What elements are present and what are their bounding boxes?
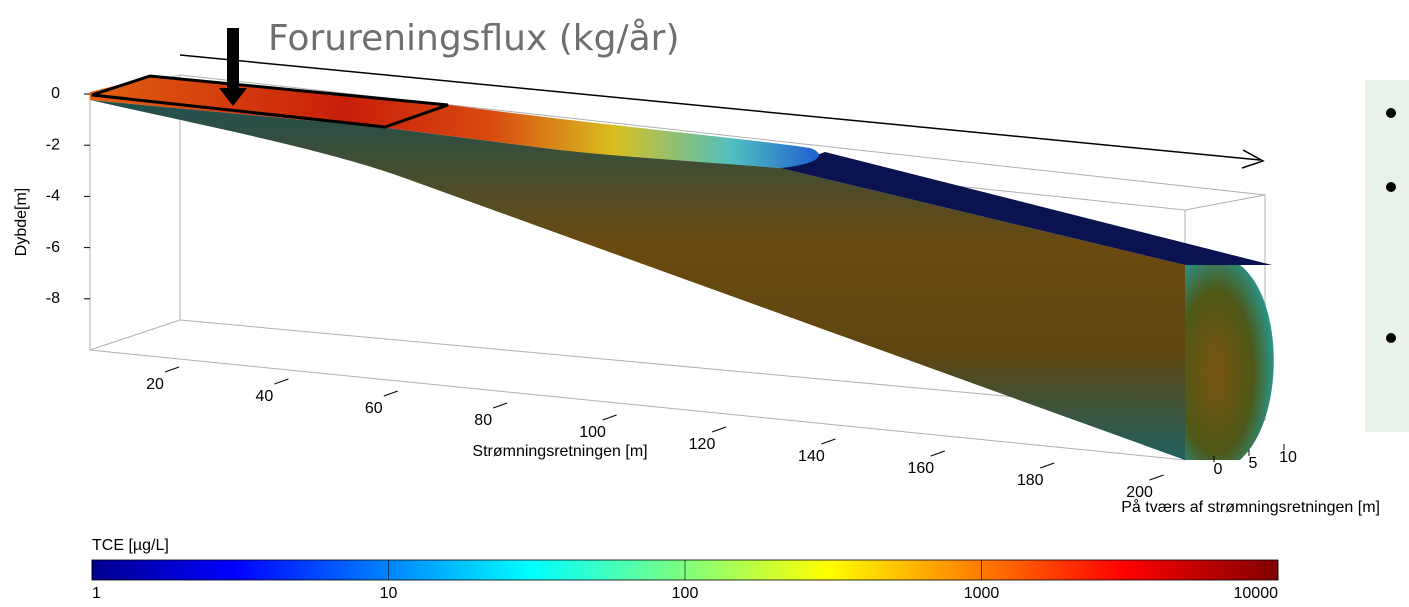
colorbar-tick-label: 10 (380, 585, 398, 602)
colorbar-tick-label: 1000 (964, 585, 1000, 602)
x-tick (274, 378, 289, 385)
x-tick-label: 40 (256, 388, 274, 405)
x-tick-label: 60 (365, 400, 383, 417)
x-tick (1040, 462, 1055, 469)
x-tick (930, 450, 945, 457)
bullet (1386, 182, 1396, 192)
colorbar-tick-label: 100 (672, 585, 699, 602)
x-tick (164, 366, 180, 373)
colorbar-label: TCE [µg/L] (92, 537, 169, 554)
z-axis-label: Dybde[m] (13, 188, 30, 256)
z-tick-label: -4 (46, 188, 60, 205)
z-tick-label: -2 (46, 136, 60, 153)
x-tick-label: 20 (146, 376, 164, 393)
x-tick-label: 120 (689, 436, 716, 453)
x-tick-label: 140 (798, 448, 825, 465)
bullet (1386, 333, 1396, 343)
z-tick-label: 0 (51, 85, 60, 102)
x-tick-label: 200 (1126, 484, 1153, 501)
x-tick-label: 180 (1017, 472, 1044, 489)
flow-arrow-head (1241, 149, 1265, 169)
bullet (1386, 108, 1396, 118)
source-arrow-head (219, 88, 247, 106)
x-tick-label: 160 (907, 460, 934, 477)
x-tick-label: 100 (579, 424, 606, 441)
flow-arrow (179, 54, 1261, 161)
x-tick (1149, 474, 1164, 481)
y-axis-label: På tværs af strømningsretningen [m] (1121, 498, 1380, 516)
chart-title: Forureningsflux (kg/år) (268, 18, 680, 59)
x-tick (821, 438, 836, 445)
y-tick-label: 5 (1249, 455, 1258, 472)
y-tick-label: 10 (1279, 449, 1297, 466)
x-tick (711, 426, 727, 433)
z-tick-label: -8 (46, 290, 60, 307)
source-arrow (227, 28, 239, 90)
x-tick (493, 402, 508, 409)
x-tick (602, 414, 617, 421)
side-panel (1365, 80, 1409, 432)
colorbar-tick-label: 1 (92, 585, 101, 602)
y-tick-label: 0 (1214, 461, 1223, 478)
z-tick-label: -6 (46, 239, 60, 256)
colorbar-tick-label: 10000 (1234, 585, 1279, 602)
x-tick-label: 80 (474, 412, 492, 429)
x-axis-label: Strømningsretningen [m] (472, 443, 647, 460)
plume (90, 74, 1274, 460)
x-tick (383, 390, 398, 397)
